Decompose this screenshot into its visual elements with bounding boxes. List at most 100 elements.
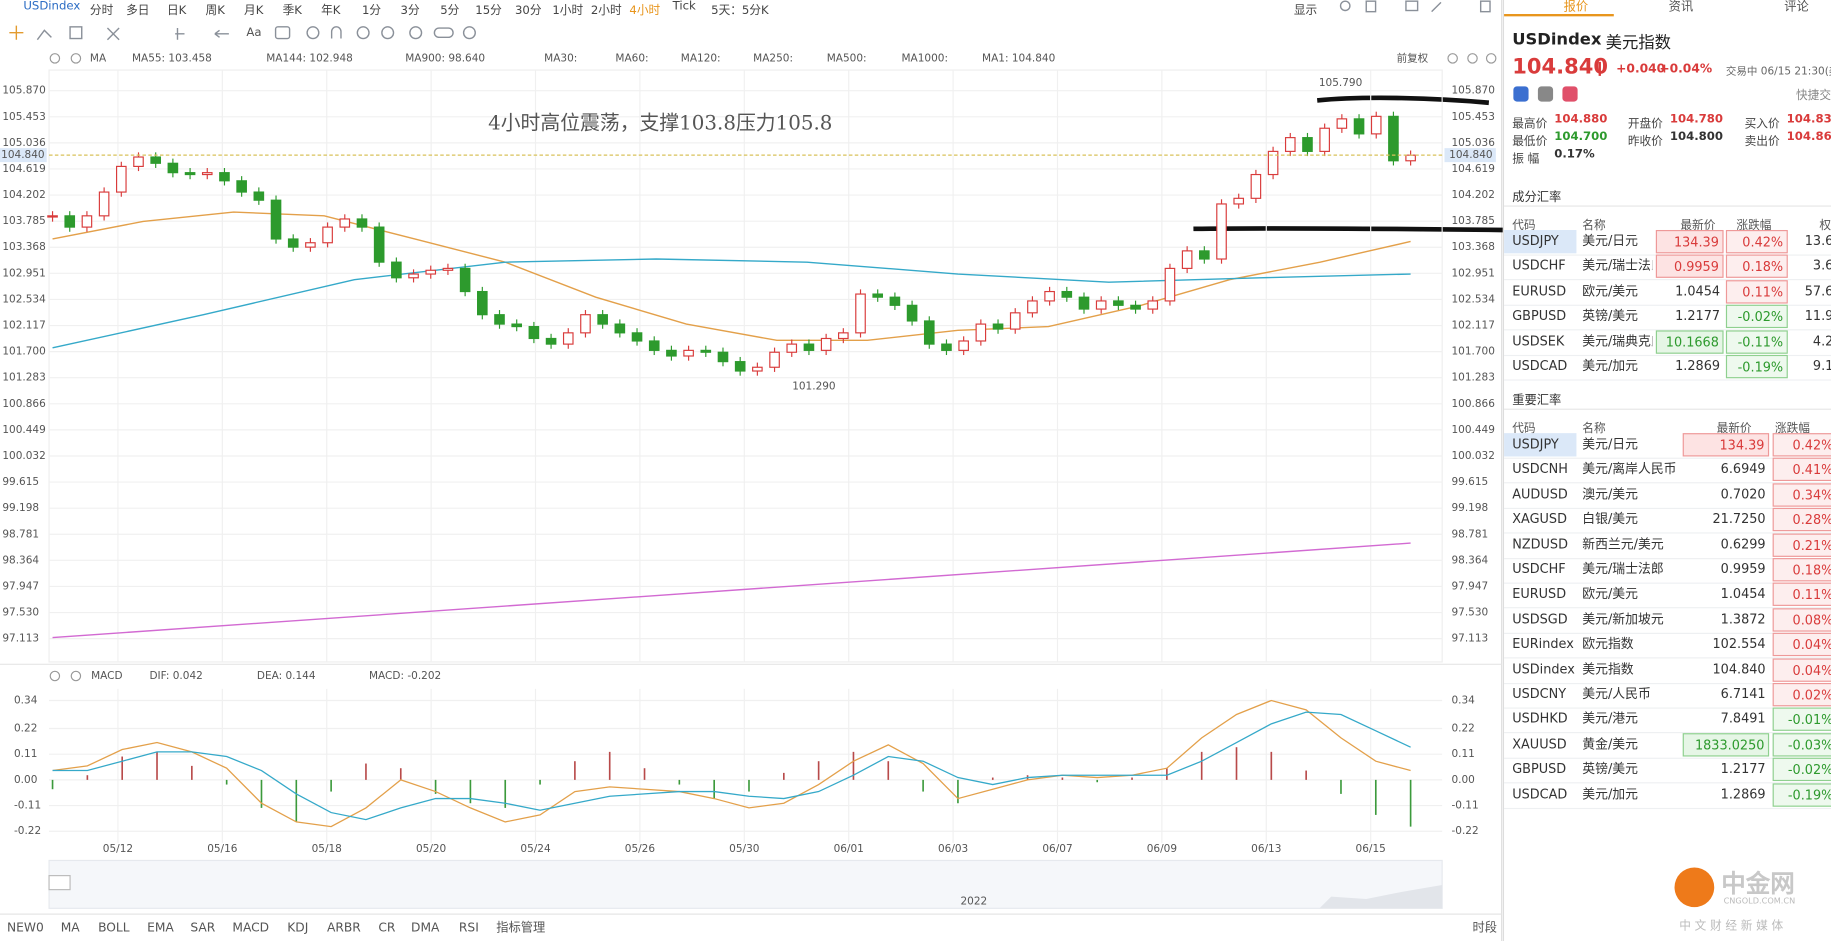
table-row[interactable]: USDSGD 美元/新加坡元 1.3872 0.08% <box>1504 608 1831 634</box>
y-tick-label: 104.202 <box>1451 189 1494 201</box>
candle <box>98 191 110 217</box>
price-tag-label: 104.840 <box>1 149 44 161</box>
period-tab[interactable]: 多日 <box>126 4 150 18</box>
display-menu[interactable]: 显示 <box>1293 4 1318 18</box>
quick-trade[interactable]: 快捷交 <box>1795 89 1831 103</box>
adjust-toggle[interactable]: 前复权 <box>1397 51 1429 64</box>
stat-label: 最高价 <box>1512 117 1548 131</box>
font-tool[interactable]: Aa <box>246 25 261 39</box>
table-row[interactable]: EURUSD 欧元/美元 1.0454 0.11% <box>1504 583 1831 609</box>
ma-legend: MA60: <box>615 52 648 64</box>
indicator-tab[interactable]: ARBR <box>327 921 361 935</box>
period-tab[interactable]: 年K <box>321 4 341 18</box>
period-tab[interactable]: 15分 <box>475 4 502 18</box>
side-tab[interactable]: 资讯 <box>1668 0 1694 15</box>
table-row[interactable]: USDCNY 美元/人民币 6.7141 0.02% <box>1504 682 1831 709</box>
indicator-tab[interactable]: KDJ <box>287 921 308 935</box>
indicator-tab[interactable]: SAR <box>190 921 215 935</box>
candle <box>391 261 402 279</box>
period-tab[interactable]: 分时 <box>89 4 114 18</box>
candle <box>786 343 798 353</box>
candle <box>1353 118 1365 135</box>
table-row[interactable]: AUDUSD 澳元/美元 0.7020 0.34% <box>1504 483 1831 509</box>
period-tab[interactable]: 月K <box>244 4 264 18</box>
table-row[interactable]: GBPUSD 英镑/美元 1.2177 -0.02% <box>1504 757 1831 784</box>
period-tab[interactable]: 5分 <box>440 4 460 18</box>
period-tab[interactable]: 日K <box>166 4 187 18</box>
table-row[interactable]: EURindex 欧元指数 102.554 0.04% <box>1504 632 1831 659</box>
candle <box>322 226 333 244</box>
table-cell: 欧元/美元 <box>1582 283 1638 299</box>
period-tab[interactable]: 1分 <box>361 4 382 18</box>
table-row[interactable]: XAGUSD 白银/美元 21.7250 0.28% <box>1504 508 1831 534</box>
symbol-tab[interactable]: USDindex <box>23 0 81 13</box>
dif-line <box>52 699 1411 828</box>
indicator-tab[interactable]: MACD <box>232 921 269 935</box>
y-tick-label: 0.22 <box>14 723 37 735</box>
column-header: 涨跌幅 <box>1736 219 1772 233</box>
indicator-tab[interactable]: EMA <box>147 921 174 935</box>
table-row[interactable]: USDCAD 美元/加元 1.2869-0.19% 9.10 <box>1504 354 1831 381</box>
side-tab[interactable]: 评论 <box>1784 0 1809 15</box>
period-tab[interactable]: 2小时 <box>590 4 622 18</box>
table-row[interactable]: USDJPY 美元/日元 134.39 0.42% <box>1504 433 1831 459</box>
table-row[interactable]: NZDUSD 新西兰元/美元 0.6299 0.21% <box>1504 533 1831 559</box>
period-tab[interactable]: 季K <box>282 4 302 18</box>
period-tab[interactable]: 周K <box>205 4 225 18</box>
stat-label: 昨收价 <box>1627 135 1663 149</box>
price-tag-label: 104.840 <box>1449 149 1492 161</box>
indicator-tab[interactable]: DMA <box>411 921 440 935</box>
table-row[interactable]: USDCAD 美元/加元 1.2869 -0.19% <box>1504 782 1831 809</box>
quote-icon[interactable] <box>1537 86 1554 102</box>
navigator-handle[interactable] <box>48 875 71 891</box>
period-tab[interactable]: 5天：5分K <box>711 4 769 18</box>
table-row[interactable]: USDHKD 美元/港元 7.8491 -0.01% <box>1504 707 1831 734</box>
quote-icon[interactable] <box>1513 86 1529 102</box>
period-tab[interactable]: 4小时 <box>629 4 661 18</box>
period-tab[interactable]: 30分 <box>514 4 542 18</box>
period-tab[interactable]: Tick <box>672 0 696 13</box>
y-tick-label: 105.036 <box>1451 137 1495 149</box>
indicator-tab[interactable]: RSI <box>459 921 479 935</box>
period-tab[interactable]: 3分 <box>400 4 420 18</box>
table-row[interactable]: USDJPY 美元/日元 134.390.42% 13.60 <box>1504 229 1831 256</box>
period-tab[interactable]: 1小时 <box>552 4 584 18</box>
tab-underline <box>1504 14 1614 17</box>
table-cell: 美元/瑞典克朗 <box>1582 333 1652 349</box>
table-cell: -0.01% <box>1772 707 1831 732</box>
candle <box>1113 300 1124 306</box>
indicator-tab[interactable]: CR <box>378 921 396 935</box>
indicator-tab[interactable]: BOLL <box>98 921 130 935</box>
table-cell: 1.2177 <box>1675 308 1721 324</box>
y-tick-label: 0.22 <box>1451 723 1474 735</box>
table-row[interactable]: USDindex 美元指数 104.840 0.04% <box>1504 657 1831 684</box>
table-row[interactable]: USDSEK 美元/瑞典克朗10.1668-0.11% 4.20 <box>1504 329 1831 356</box>
indicator-tab[interactable]: NEW0 <box>7 921 44 935</box>
session-tab[interactable]: 时段 <box>1473 920 1498 935</box>
table-row[interactable]: USDCNH 美元/离岸人民币 6.6949 0.41% <box>1504 458 1831 484</box>
table-row[interactable]: XAUUSD 黄金/美元 1833.0250 -0.03% <box>1504 732 1831 759</box>
y-tick-label: 102.117 <box>1451 320 1494 332</box>
indicator-tab[interactable]: MA <box>61 921 81 935</box>
macd-legend: DEA: 0.144 <box>257 670 316 682</box>
tool-icons <box>9 0 1491 41</box>
table-cell: 0.7020 <box>1720 486 1766 502</box>
candle <box>666 349 677 357</box>
table-cell: USDSGD <box>1512 611 1568 627</box>
x-tick-label: 06/15 <box>1356 843 1386 855</box>
quote-icon[interactable] <box>1562 86 1578 102</box>
candle <box>975 323 987 342</box>
table-row[interactable]: GBPUSD 英镑/美元 1.2177-0.02% 11.90 <box>1504 304 1831 331</box>
table-cell: 0.41% <box>1772 458 1831 482</box>
indicator-tab[interactable]: 指标管理 <box>496 920 545 935</box>
y-tick-label: 105.870 <box>2 85 45 97</box>
side-tab[interactable]: 报价 <box>1563 0 1589 15</box>
table-cell: USDCNY <box>1512 686 1567 702</box>
candle <box>459 267 471 293</box>
candle <box>253 191 265 201</box>
candle <box>958 340 969 351</box>
y-tick-label: -0.11 <box>14 800 41 812</box>
table-row[interactable]: USDCHF 美元/瑞士法郎 0.9959 0.18% <box>1504 558 1831 584</box>
